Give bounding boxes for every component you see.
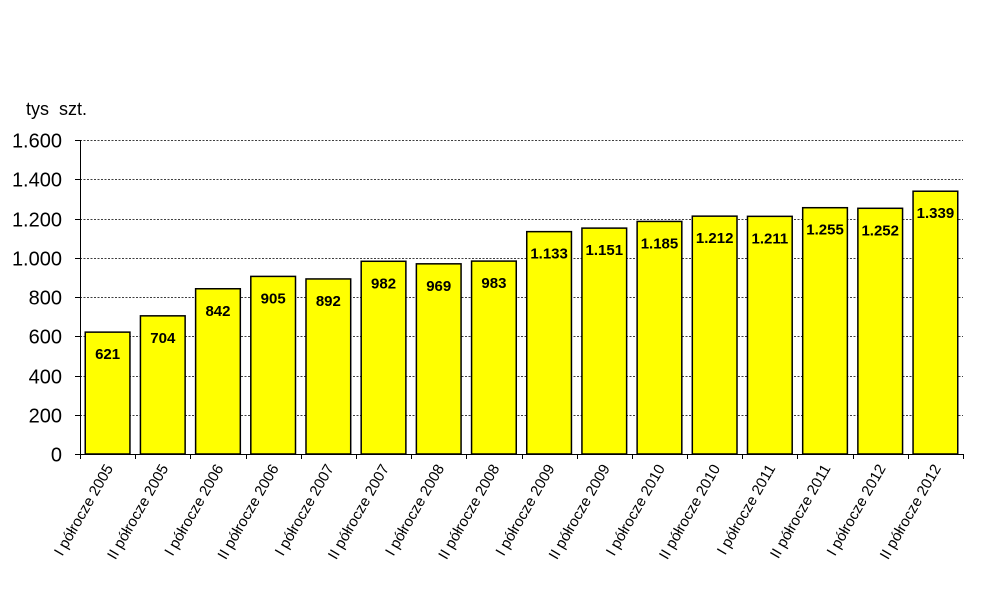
bar-value-label: 969: [426, 278, 451, 295]
x-tick-label: II półrocze 2007: [325, 462, 393, 563]
x-tick-label: I półrocze 2006: [161, 462, 227, 559]
x-tick-label: II półrocze 2008: [435, 462, 503, 563]
bar-value-label: 1.212: [696, 230, 734, 247]
bar: [139, 315, 186, 455]
y-tick-label: 1.400: [12, 170, 62, 192]
bar: [691, 215, 738, 455]
y-tick-label: 0: [51, 445, 62, 467]
bar: [857, 207, 904, 455]
x-tick-label: II półrocze 2012: [877, 462, 945, 563]
bar: [581, 227, 628, 455]
x-tick-label: II półrocze 2009: [546, 462, 614, 563]
y-tick-label: 200: [29, 406, 62, 428]
bar-value-label: 892: [316, 293, 341, 310]
bar: [415, 263, 462, 455]
bar: [470, 260, 518, 455]
x-tick-label: I półrocze 2011: [714, 462, 779, 558]
bar: [360, 260, 407, 455]
x-tick-label: II półrocze 2006: [215, 462, 283, 563]
bar-value-label: 905: [261, 290, 286, 307]
bar: [84, 331, 131, 455]
y-tick-label: 600: [29, 327, 62, 349]
y-tick-label: 400: [29, 367, 62, 389]
bar-value-label: 1.252: [861, 222, 899, 239]
x-tick-label: II półrocze 2010: [656, 462, 724, 563]
bar-value-label: 983: [481, 275, 506, 292]
bar-value-label: 1.151: [586, 242, 624, 259]
y-tick-label: 1.000: [12, 249, 62, 271]
x-tick-label: I półrocze 2005: [51, 462, 117, 559]
x-tick-label: I półrocze 2008: [382, 462, 448, 559]
y-tick-label: 800: [29, 288, 62, 310]
x-tick-label: I półrocze 2012: [824, 462, 890, 559]
bar: [912, 190, 959, 455]
x-tick-label: II półrocze 2005: [104, 462, 172, 563]
bar: [305, 278, 352, 455]
x-tick-label: I półrocze 2007: [272, 462, 338, 559]
x-tick-label: II półrocze 2011: [767, 462, 835, 562]
bar: [801, 206, 849, 455]
bar-value-label: 1.339: [917, 205, 955, 222]
x-tick-label: I półrocze 2010: [603, 462, 669, 559]
bar: [746, 215, 793, 455]
bar-value-label: 1.211: [751, 230, 788, 247]
bar: [636, 220, 683, 455]
unit-label: tys szt.: [26, 99, 88, 119]
bar-value-label: 1.185: [641, 235, 679, 252]
bar-value-label: 1.255: [806, 222, 844, 239]
bar-value-label: 1.133: [530, 246, 568, 263]
bar: [194, 288, 242, 455]
bar: [250, 275, 297, 455]
bar-value-label: 842: [205, 303, 230, 320]
bar-value-label: 621: [95, 346, 120, 363]
bar: [525, 230, 573, 455]
bar-value-label: 982: [371, 275, 396, 292]
bar-value-label: 704: [150, 330, 176, 347]
y-tick-label: 1.200: [12, 210, 62, 232]
y-tick-label: 1.600: [12, 131, 62, 153]
x-tick-label: I półrocze 2009: [493, 462, 559, 559]
